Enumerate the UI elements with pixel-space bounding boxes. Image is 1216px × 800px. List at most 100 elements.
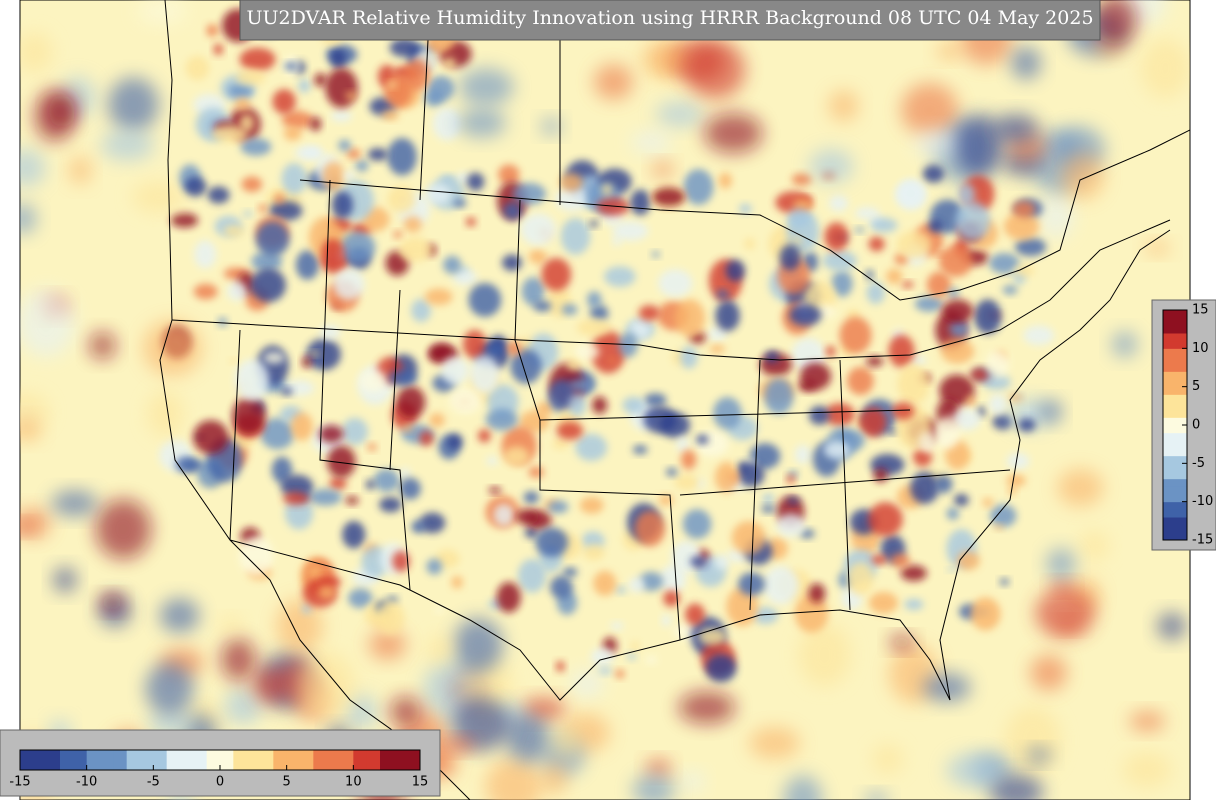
- humidity-field: [20, 0, 1190, 800]
- field-blob: [1046, 548, 1076, 580]
- field-blob: [855, 207, 880, 220]
- field-blob: [419, 512, 446, 534]
- field-blob: [808, 405, 830, 425]
- field-blob: [403, 216, 422, 233]
- coastline: [159, 0, 471, 800]
- field-blob: [51, 490, 98, 517]
- field-blob: [698, 627, 727, 646]
- field-blob: [131, 181, 185, 213]
- field-blob: [910, 471, 940, 505]
- field-blob: [506, 340, 522, 357]
- field-blob: [970, 597, 1001, 631]
- field-blob: [243, 210, 253, 217]
- field-blob: [424, 288, 453, 306]
- tick-label: -15: [9, 775, 30, 790]
- field-blob: [808, 583, 826, 604]
- field-blob: [290, 412, 313, 441]
- field-blob: [329, 48, 347, 69]
- field-blob: [271, 456, 293, 484]
- tick-label: 0: [216, 775, 224, 790]
- field-blob: [634, 510, 666, 547]
- coastline: [229, 539, 951, 701]
- field-blob: [515, 508, 539, 525]
- field-blob: [989, 252, 1020, 274]
- field-blob: [523, 491, 539, 504]
- field-blob: [227, 281, 248, 301]
- field-blob: [643, 406, 677, 434]
- field-blob: [373, 468, 400, 492]
- field-blob: [213, 43, 224, 56]
- field-blob: [651, 251, 660, 258]
- field-blob: [561, 304, 578, 316]
- field-blob: [1006, 474, 1026, 487]
- field-blob: [1080, 530, 1109, 561]
- field-blob: [429, 412, 445, 428]
- field-blob: [560, 217, 591, 255]
- colorbar-swatch: [1163, 478, 1187, 487]
- field-blob: [411, 298, 431, 323]
- field-blob: [206, 24, 218, 37]
- field-blob: [221, 638, 256, 681]
- field-blob: [552, 438, 569, 450]
- colorbar-swatch: [20, 750, 34, 770]
- field-blob: [1014, 237, 1047, 257]
- colorbar-swatch: [1163, 409, 1187, 418]
- tick-label: 15: [412, 775, 429, 790]
- field-blob: [365, 479, 375, 490]
- field-blob: [660, 48, 690, 69]
- field-blob: [949, 318, 969, 338]
- field-blob: [989, 774, 1044, 800]
- field-blob: [185, 459, 204, 471]
- field-blob: [658, 494, 674, 506]
- field-blob: [341, 417, 369, 446]
- colorbar-swatch: [1163, 371, 1187, 380]
- field-blob: [308, 488, 342, 506]
- colorbar-swatch: [1163, 340, 1187, 349]
- field-blob: [321, 238, 344, 266]
- field-blob: [396, 385, 426, 419]
- colorbar-swatch: [1163, 432, 1187, 441]
- field-blob: [20, 203, 37, 235]
- field-blob: [443, 255, 462, 275]
- field-blob: [223, 225, 244, 237]
- field-blob: [217, 317, 228, 327]
- tick-label: 10: [1192, 341, 1209, 356]
- field-blob: [652, 161, 674, 178]
- field-blob: [888, 334, 915, 368]
- field-blob: [48, 94, 76, 128]
- field-blob: [340, 231, 376, 264]
- field-blob: [434, 606, 444, 614]
- field-blob: [184, 176, 207, 197]
- field-blob: [559, 173, 583, 192]
- field-blob: [868, 236, 885, 252]
- field-blob: [419, 430, 434, 446]
- field-blob: [379, 496, 402, 513]
- horizontal-colorbar: -15 -10 -5 0 5 10 15: [9, 749, 429, 790]
- state-line: [514, 199, 681, 641]
- field-blob: [1094, 0, 1137, 45]
- field-blob: [615, 669, 625, 679]
- colorbar-swatch: [1163, 440, 1187, 449]
- field-blob: [970, 367, 990, 382]
- field-blob: [383, 73, 413, 108]
- field-blob: [520, 213, 556, 246]
- field-blob: [429, 343, 453, 360]
- tick-label: -5: [1192, 456, 1205, 471]
- field-blob: [1040, 400, 1062, 423]
- colorbar-swatch: [393, 750, 408, 770]
- field-blob: [590, 304, 609, 322]
- field-blob: [359, 369, 388, 393]
- field-blob: [607, 357, 617, 365]
- field-blob: [922, 165, 945, 183]
- field-blob: [227, 83, 253, 99]
- field-blob: [468, 282, 502, 317]
- field-blob: [934, 474, 953, 494]
- field-blob: [541, 762, 568, 795]
- field-blob: [540, 117, 562, 136]
- field-blob: [847, 562, 874, 596]
- field-blob: [342, 520, 366, 549]
- field-blob: [828, 90, 859, 122]
- field-blob: [872, 744, 904, 775]
- colorbar-swatch: [1163, 471, 1187, 480]
